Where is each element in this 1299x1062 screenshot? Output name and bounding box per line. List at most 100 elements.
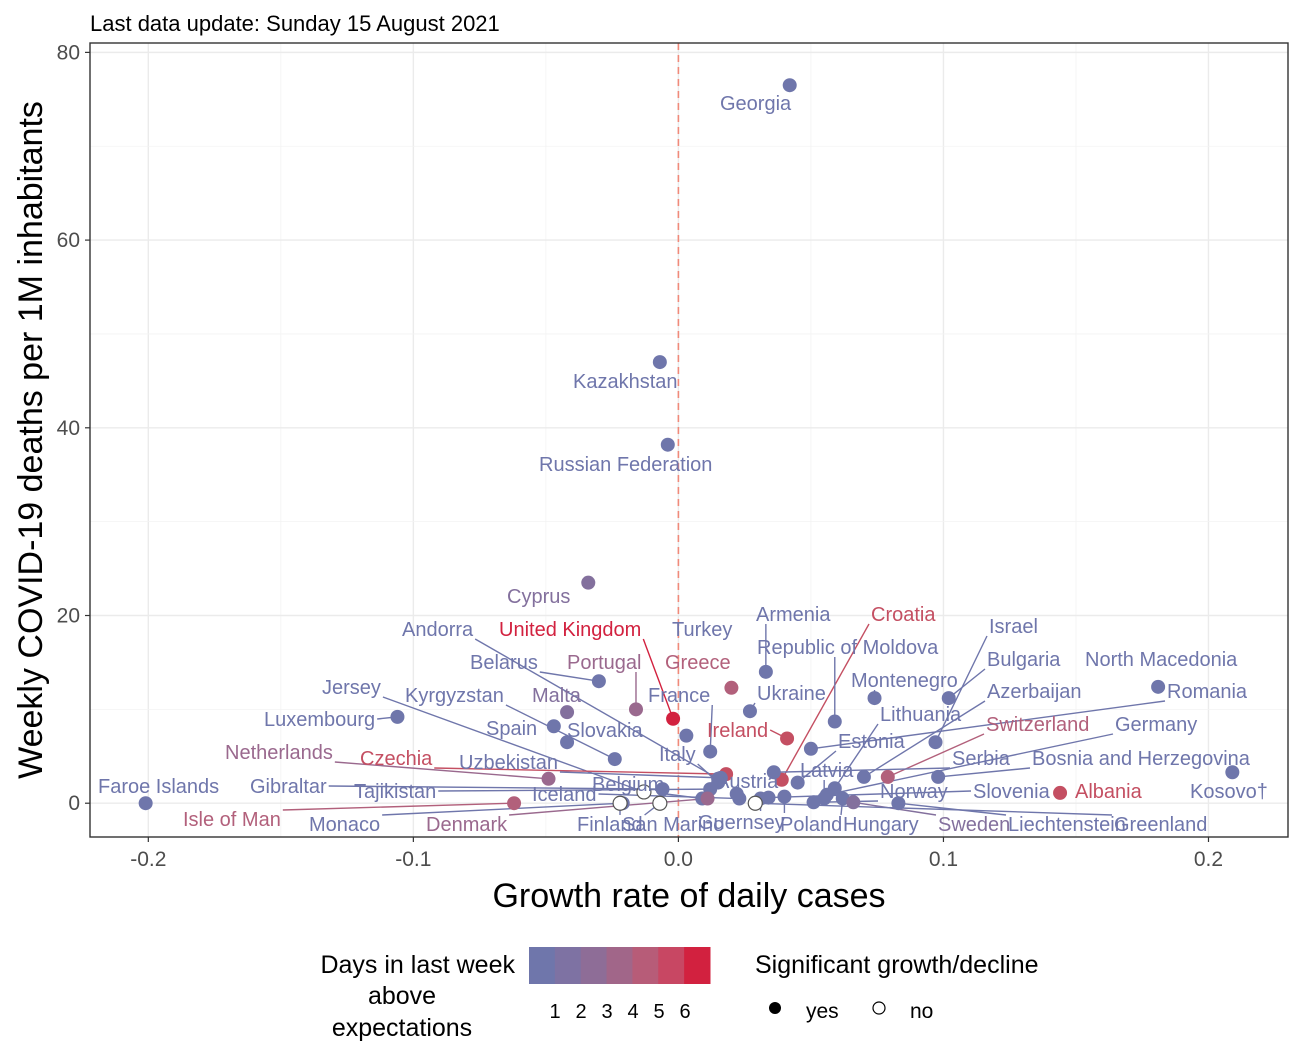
x-axis-ticks: -0.2 -0.1 0.0 0.1 0.2 <box>130 837 1223 871</box>
country-label: Guernsey <box>698 812 785 834</box>
data-point <box>856 769 871 784</box>
shape-legend: Significant growth/decline yes no <box>755 951 1039 1023</box>
data-point <box>1151 679 1166 694</box>
data-point <box>928 735 943 750</box>
country-label: Slovakia <box>567 720 643 742</box>
country-label: Serbia <box>952 748 1011 770</box>
data-point <box>806 795 821 810</box>
data-point <box>612 795 628 811</box>
country-label: Sweden <box>938 814 1010 836</box>
data-point <box>507 796 522 811</box>
data-point <box>655 782 670 797</box>
color-bar-tick-label: 6 <box>679 1001 690 1023</box>
country-label: Liechtenstein <box>1008 814 1126 836</box>
country-label: France <box>648 685 710 707</box>
y-tick-label: 40 <box>57 417 80 440</box>
y-axis-title: Weekly COVID-19 deaths per 1M inhabitant… <box>12 101 50 779</box>
y-tick-label: 20 <box>57 605 80 628</box>
leader-line <box>539 671 599 682</box>
color-legend-title-line-1: Days in last week <box>320 951 515 979</box>
color-bar-tick-label: 2 <box>575 1001 586 1023</box>
leader-line <box>934 635 988 743</box>
data-point <box>782 78 797 93</box>
country-label: Norway <box>880 781 948 803</box>
country-label: Lithuania <box>880 704 962 726</box>
leader-line <box>434 767 727 775</box>
country-label: Kosovo† <box>1190 781 1268 803</box>
data-point <box>607 752 622 767</box>
country-label: Malta <box>532 685 582 707</box>
y-tick-label: 60 <box>57 229 80 252</box>
leader-line <box>328 785 663 790</box>
data-point <box>560 735 575 750</box>
country-label: Uzbekistan <box>459 752 558 774</box>
data-point <box>729 786 744 801</box>
country-label: Poland <box>780 814 842 836</box>
x-tick-label: 0.2 <box>1194 848 1223 871</box>
leader-line <box>810 700 1166 750</box>
data-point <box>541 771 556 786</box>
data-point <box>790 775 805 790</box>
country-label: United Kingdom <box>499 619 641 641</box>
plot-border <box>89 42 1289 838</box>
leader-line <box>642 638 674 719</box>
country-label: Germany <box>1115 714 1197 736</box>
country-label: Azerbaijan <box>987 681 1082 703</box>
data-point <box>724 680 739 695</box>
x-axis-title: Growth rate of daily cases <box>492 877 885 915</box>
color-bar-tick-label: 4 <box>627 1001 638 1023</box>
color-legend-title-line-2: above <box>368 982 436 1010</box>
color-bar-segment <box>554 947 582 984</box>
x-tick-label: -0.1 <box>395 848 431 871</box>
country-label: Ukraine <box>757 683 826 705</box>
country-label: Denmark <box>426 814 508 836</box>
y-tick-label: 0 <box>68 792 80 815</box>
data-point <box>817 791 832 806</box>
country-label: Czechia <box>360 748 433 770</box>
color-bar <box>529 947 711 984</box>
color-bar-segment <box>658 947 685 984</box>
country-label: Belarus <box>470 652 538 674</box>
legend-filled-dot-icon <box>769 1002 781 1014</box>
leader-line <box>598 793 740 800</box>
country-label: Belgium <box>592 774 664 796</box>
leader-line <box>773 767 951 773</box>
country-label: Albania <box>1075 781 1143 803</box>
country-label: Armenia <box>756 604 831 626</box>
data-point <box>591 674 606 689</box>
data-point <box>138 796 153 811</box>
country-label: Faroe Islands <box>98 776 219 798</box>
data-point <box>766 765 781 780</box>
chart-subtitle: Last data update: Sunday 15 August 2021 <box>90 11 500 36</box>
data-point <box>700 791 715 806</box>
country-label: Israel <box>989 616 1038 638</box>
x-tick-label: -0.2 <box>130 848 166 871</box>
country-label: Gibraltar <box>250 776 327 798</box>
data-point <box>666 711 681 726</box>
country-label: Cyprus <box>507 586 570 608</box>
country-labels: Georgia Kazakhstan Russian Federation Cypru… <box>98 93 1268 836</box>
data-point <box>1053 785 1068 800</box>
data-points <box>138 78 1240 811</box>
color-bar-segment <box>580 947 608 984</box>
data-point <box>1225 765 1240 780</box>
country-label: North Macedonia <box>1085 649 1238 671</box>
data-point <box>581 575 596 590</box>
color-bar-segment <box>529 947 556 984</box>
leader-line <box>334 761 549 780</box>
leader-line <box>474 638 719 780</box>
data-point <box>941 691 956 706</box>
country-label: Iceland <box>532 784 597 806</box>
data-point <box>660 437 675 452</box>
country-label: Netherlands <box>225 742 333 764</box>
leader-line <box>834 723 879 789</box>
country-label: Austria <box>716 771 779 793</box>
country-label: Portugal <box>567 652 642 674</box>
data-point <box>880 769 895 784</box>
country-label: Bulgaria <box>987 649 1061 671</box>
country-label: Estonia <box>838 731 906 753</box>
country-label: Republic of Moldova <box>757 637 939 659</box>
country-label: Latvia <box>800 760 854 782</box>
color-bar-segment <box>632 947 659 984</box>
